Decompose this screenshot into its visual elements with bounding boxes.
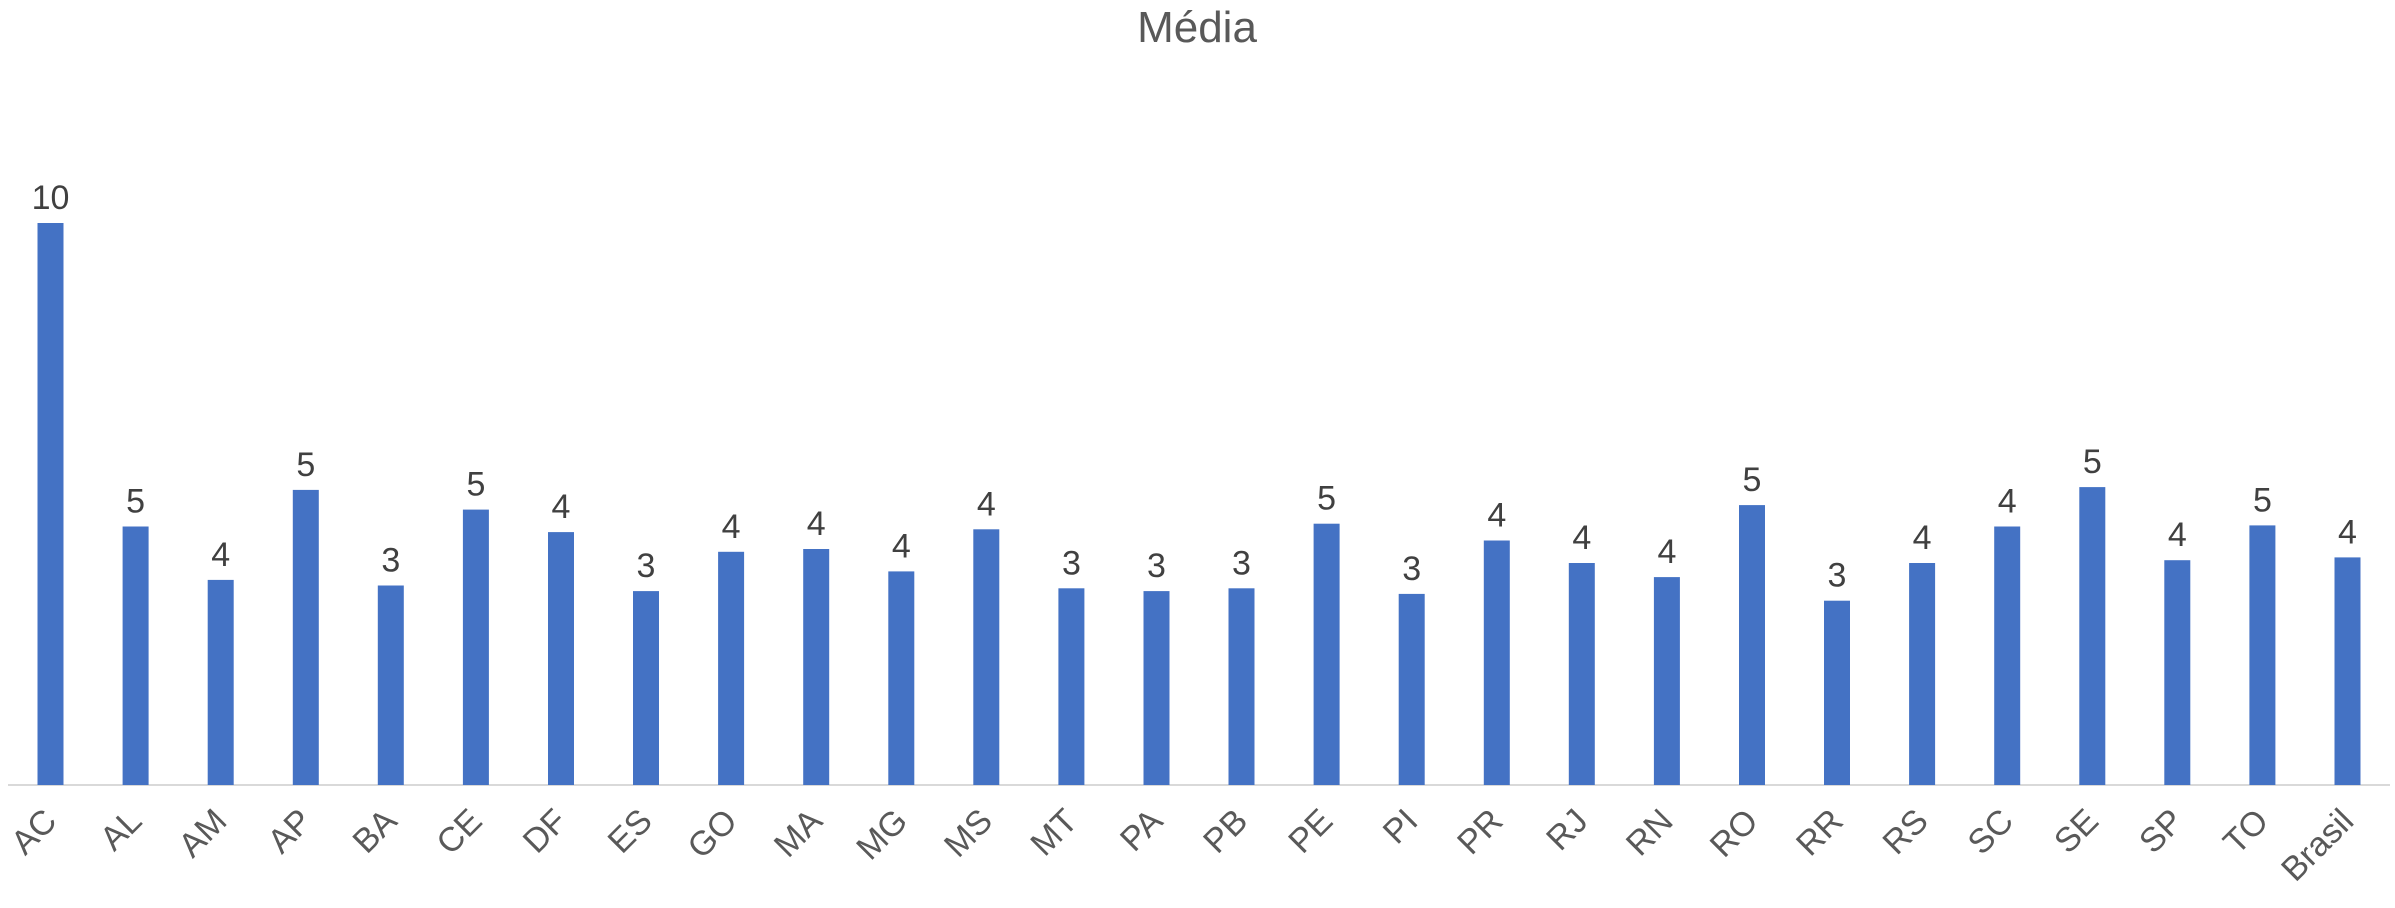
bar-ma (803, 549, 830, 785)
bars-group (37, 223, 2361, 785)
x-tick-label-ce: CE (429, 802, 489, 862)
x-tick-label-rr: RR (1789, 802, 1851, 864)
data-label-mt: 3 (1062, 544, 1081, 582)
x-tick-label-ap: AP (261, 802, 320, 861)
data-label-go: 4 (722, 508, 741, 546)
data-label-rs: 4 (1913, 519, 1932, 557)
x-tick-label-ma: MA (767, 802, 830, 865)
data-label-se: 5 (2083, 443, 2102, 481)
data-label-ro: 5 (1743, 461, 1762, 499)
data-label-es: 3 (637, 547, 656, 585)
data-label-pa: 3 (1147, 547, 1166, 585)
data-label-pb: 3 (1232, 544, 1251, 582)
bar-sp (2164, 560, 2191, 785)
x-tick-label-df: DF (516, 802, 575, 861)
x-tick-label-ro: RO (1703, 802, 1766, 865)
data-label-am: 4 (211, 536, 230, 574)
x-tick-label-pi: PI (1376, 802, 1426, 852)
x-tick-label-pr: PR (1450, 802, 1510, 862)
x-tick-label-mg: MG (849, 802, 915, 868)
data-label-pi: 3 (1402, 550, 1421, 588)
x-tick-label-ac: AC (4, 802, 64, 862)
bar-ce (462, 509, 489, 785)
x-tick-label-go: GO (680, 802, 744, 866)
x-tick-label-mt: MT (1023, 802, 1085, 864)
bar-sc (1994, 526, 2021, 785)
bar-pb (1228, 588, 1255, 785)
data-labels-group: 10 5 4 5 3 5 4 3 4 4 4 4 3 3 3 5 3 4 4 4 5 3 4 4 5 4 5 4 (32, 179, 2357, 595)
data-label-ap: 5 (296, 446, 315, 484)
x-tick-labels-group: AC AL AM AP BA CE DF ES GO MA MG MS MT PA PB PE PI PR RJ RN… (4, 802, 2361, 889)
data-label-pe: 5 (1317, 480, 1336, 518)
data-label-ms: 4 (977, 485, 996, 523)
bar-pi (1398, 593, 1425, 785)
x-tick-label-es: ES (601, 802, 660, 861)
data-label-df: 4 (552, 488, 571, 526)
bar-es (633, 591, 659, 785)
x-tick-label-sp: SP (2132, 802, 2191, 861)
data-label-ac: 10 (32, 179, 70, 217)
bar-ro (1739, 505, 1765, 785)
data-label-al: 5 (126, 483, 145, 521)
x-tick-label-sc: SC (1961, 802, 2021, 862)
x-tick-label-rn: RN (1619, 802, 1681, 864)
data-label-pr: 4 (1487, 497, 1506, 535)
bar-to (2249, 525, 2276, 785)
bar-se (2079, 487, 2106, 785)
bar-ba (377, 585, 404, 785)
data-label-sp: 4 (2168, 516, 2187, 554)
bar-mg (888, 571, 915, 785)
bar-pe (1313, 523, 1340, 785)
data-label-sc: 4 (1998, 483, 2017, 521)
data-label-mg: 4 (892, 527, 911, 565)
bar-ms (973, 529, 1000, 785)
bar-ap (292, 489, 319, 785)
data-label-ma: 4 (807, 505, 826, 543)
bar-rn (1653, 577, 1680, 785)
bar-brasil (2334, 557, 2361, 785)
bar-pr (1483, 540, 1510, 785)
bar-al (122, 526, 149, 785)
data-label-rj: 4 (1572, 519, 1591, 557)
data-label-rn: 4 (1657, 533, 1676, 571)
data-label-ce: 5 (466, 466, 485, 504)
bar-df (548, 532, 574, 785)
x-tick-label-pb: PB (1196, 802, 1255, 861)
x-tick-label-al: AL (93, 802, 149, 858)
data-label-ba: 3 (381, 542, 400, 580)
bar-go (718, 551, 745, 785)
bar-am (207, 579, 234, 785)
x-tick-label-brasil: Brasil (2274, 802, 2361, 889)
data-label-rr: 3 (1828, 557, 1847, 595)
x-tick-label-to: TO (2216, 802, 2276, 862)
x-tick-label-pe: PE (1281, 802, 1340, 861)
data-label-brasil: 4 (2338, 513, 2357, 551)
bar-rr (1824, 600, 1850, 785)
x-tick-label-am: AM (171, 802, 234, 865)
bar-rs (1909, 563, 1936, 785)
data-label-to: 5 (2253, 481, 2272, 519)
chart-title: Média (1137, 3, 1257, 52)
x-tick-label-se: SE (2047, 802, 2106, 861)
x-tick-label-pa: PA (1113, 802, 1170, 859)
bar-ac (37, 223, 64, 785)
x-tick-label-ba: BA (346, 802, 405, 861)
bar-mt (1058, 588, 1085, 785)
x-tick-label-rj: RJ (1539, 802, 1595, 858)
x-tick-label-ms: MS (937, 802, 1000, 865)
bar-rj (1568, 563, 1595, 785)
x-tick-label-rs: RS (1875, 802, 1935, 862)
bar-pa (1143, 591, 1170, 785)
